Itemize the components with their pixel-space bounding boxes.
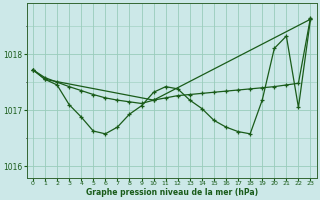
X-axis label: Graphe pression niveau de la mer (hPa): Graphe pression niveau de la mer (hPa) [86, 188, 258, 197]
